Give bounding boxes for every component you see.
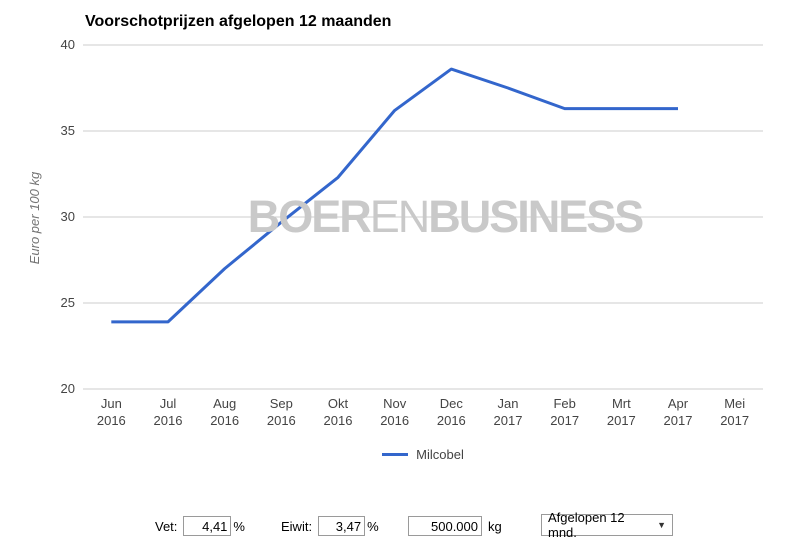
x-axis-month-label: Jan [498, 396, 519, 411]
vet-label: Vet: [155, 518, 178, 534]
x-axis-year-label: 2017 [494, 413, 523, 428]
period-select[interactable]: Afgelopen 12 mnd. ▼ [541, 510, 673, 540]
y-axis-tick-label: 25 [61, 295, 75, 310]
x-axis-year-label: 2016 [380, 413, 409, 428]
controls-bar: Vet: % Eiwit: % kg Afgelopen 12 mnd. ▼ [0, 510, 802, 544]
x-axis-month-label: Feb [553, 396, 575, 411]
x-axis-month-label: Mrt [612, 396, 631, 411]
x-axis-year-label: 2017 [664, 413, 693, 428]
vet-unit: % [233, 518, 245, 534]
vet-control: Vet: % [155, 514, 245, 538]
watermark-part1: BOER [247, 191, 372, 242]
x-axis-year-label: 2016 [154, 413, 183, 428]
x-axis-year-label: 2016 [324, 413, 353, 428]
eiwit-unit: % [367, 518, 379, 534]
x-axis-month-label: Jun [101, 396, 122, 411]
x-axis-month-label: Sep [270, 396, 293, 411]
y-axis-tick-label: 30 [61, 209, 75, 224]
eiwit-input[interactable] [318, 516, 366, 536]
legend-label: Milcobel [416, 447, 464, 462]
y-axis-tick-label: 40 [61, 37, 75, 52]
legend: Milcobel [83, 447, 763, 462]
series-line-milcobel [111, 67, 678, 324]
x-axis-year-label: 2016 [210, 413, 239, 428]
y-axis-tick-label: 35 [61, 123, 75, 138]
x-axis-month-label: Aug [213, 396, 236, 411]
watermark-part2: EN [369, 191, 430, 242]
x-axis-year-label: 2017 [607, 413, 636, 428]
period-select-value: Afgelopen 12 mnd. [548, 510, 625, 540]
x-axis-month-label: Mei [724, 396, 745, 411]
y-axis-tick-label: 20 [61, 381, 75, 396]
x-axis-year-label: 2016 [97, 413, 126, 428]
amount-control: kg [408, 514, 502, 538]
x-axis-year-label: 2017 [550, 413, 579, 428]
price-chart: 20 25 30 35 40 Jun 2016 Jul 2016 Aug 2016 Sep 2016 Ok… [61, 37, 763, 428]
amount-input[interactable] [408, 516, 482, 536]
chevron-down-icon: ▼ [657, 520, 666, 530]
vet-input[interactable] [183, 516, 232, 536]
x-axis-month-label: Dec [440, 396, 464, 411]
x-axis-year-label: 2016 [437, 413, 466, 428]
chart-title: Voorschotprijzen afgelopen 12 maanden [85, 13, 392, 30]
eiwit-control: Eiwit: % [281, 514, 379, 538]
watermark: BOERENBUSINESS [105, 192, 785, 242]
legend-line-swatch [382, 453, 409, 456]
x-axis-year-label: 2017 [720, 413, 749, 428]
x-axis-month-label: Jul [160, 396, 177, 411]
eiwit-label: Eiwit: [281, 518, 313, 534]
amount-unit: kg [488, 518, 502, 534]
x-axis-month-label: Okt [328, 396, 349, 411]
x-axis-month-label: Nov [383, 396, 407, 411]
watermark-part3: BUSINESS [428, 191, 644, 242]
x-axis-month-label: Apr [668, 396, 689, 411]
x-axis-year-label: 2016 [267, 413, 296, 428]
